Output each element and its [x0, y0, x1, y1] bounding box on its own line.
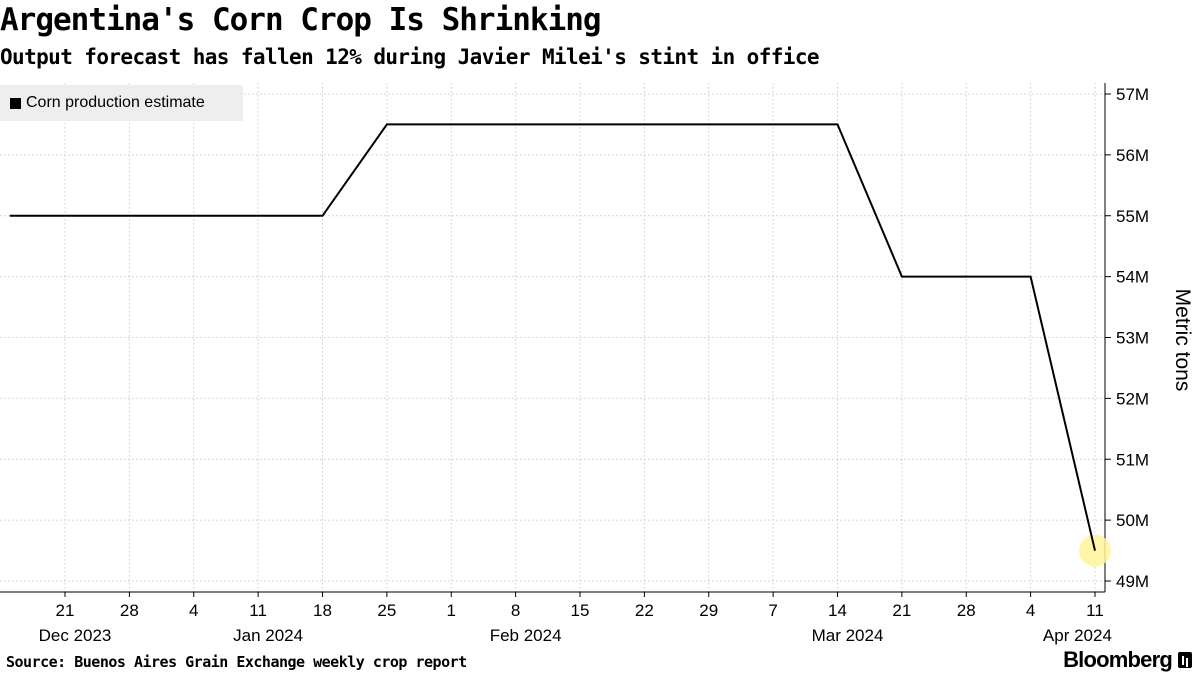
- axes: [0, 83, 1111, 597]
- y-tick-label: 52M: [1116, 389, 1149, 408]
- gridlines: [0, 83, 1105, 592]
- x-tick-label: 14: [828, 601, 847, 620]
- y-axis-title: Metric tons: [1171, 289, 1194, 392]
- y-tick-label: 55M: [1116, 207, 1149, 226]
- x-tick-label: 1: [447, 601, 456, 620]
- chart-subtitle: Output forecast has fallen 12% during Ja…: [0, 45, 820, 69]
- legend-swatch: [10, 97, 21, 109]
- x-tick-label: 11: [249, 601, 267, 620]
- x-tick-label: 28: [957, 601, 976, 620]
- x-tick-label: 8: [511, 601, 520, 620]
- x-tick-label: 18: [313, 601, 332, 620]
- x-tick-label: 21: [56, 601, 75, 620]
- month-label: Jan 2024: [233, 626, 303, 645]
- month-label: Dec 2023: [39, 626, 112, 645]
- x-tick-label: 22: [635, 601, 654, 620]
- y-tick-label: 54M: [1116, 268, 1149, 287]
- legend: Corn production estimate: [0, 85, 243, 121]
- brand-name: Bloomberg: [1063, 647, 1173, 672]
- month-label: Feb 2024: [490, 626, 562, 645]
- x-tick-label: 4: [189, 601, 198, 620]
- x-tick-label: 15: [571, 601, 590, 620]
- x-tick-label: 21: [892, 601, 911, 620]
- x-tick-label: 25: [377, 601, 396, 620]
- month-label: Apr 2024: [1043, 626, 1112, 645]
- x-tick-label: 4: [1026, 601, 1035, 620]
- y-tick-label: 53M: [1116, 329, 1149, 348]
- y-tick-label: 56M: [1116, 146, 1149, 165]
- bloomberg-icon: [1178, 652, 1192, 668]
- source-note: Source: Buenos Aires Grain Exchange week…: [6, 653, 467, 671]
- y-tick-label: 51M: [1116, 450, 1149, 469]
- month-label: Mar 2024: [812, 626, 884, 645]
- x-tick-label: 28: [120, 601, 139, 620]
- y-tick-label: 49M: [1116, 572, 1149, 591]
- series-line: [9, 123, 1096, 551]
- series-layer: [9, 123, 1111, 567]
- chart-title: Argentina's Corn Crop Is Shrinking: [0, 2, 602, 38]
- x-tick-label: 29: [699, 601, 718, 620]
- x-tick-label: 11: [1086, 601, 1104, 620]
- y-tick-label: 57M: [1116, 85, 1149, 104]
- bloomberg-logo: Bloomberg: [1063, 647, 1192, 673]
- legend-label: Corn production estimate: [26, 94, 205, 111]
- y-tick-label: 50M: [1116, 511, 1149, 530]
- x-tick-label: 7: [768, 601, 777, 620]
